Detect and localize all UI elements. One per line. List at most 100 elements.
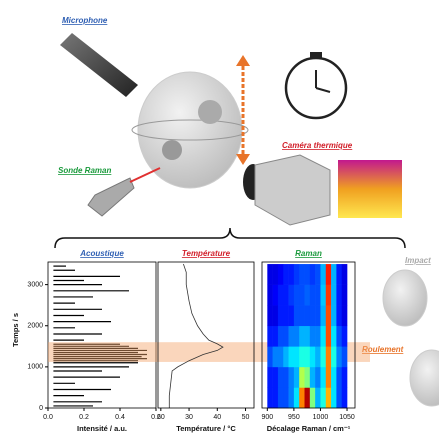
- ball: [198, 100, 222, 124]
- heat-cell: [267, 387, 273, 408]
- heat-cell: [289, 346, 295, 367]
- x-tick-label: 950: [288, 414, 300, 421]
- x-tick-label: 0.4: [115, 414, 125, 421]
- heat-cell: [273, 305, 279, 326]
- raman-probe: [88, 178, 134, 216]
- heat-cell: [320, 264, 326, 285]
- heat-cell: [289, 326, 295, 347]
- heat-cell: [331, 326, 337, 347]
- microphone-icon: [60, 33, 138, 97]
- heat-cell: [283, 326, 289, 347]
- x-tick-label: 0.2: [79, 414, 89, 421]
- x-tick-label: 1050: [339, 414, 355, 421]
- label: Caméra thermique: [282, 141, 353, 150]
- heat-cell: [283, 285, 289, 306]
- label: Impact: [405, 256, 431, 265]
- heat-cell: [336, 264, 342, 285]
- y-tick-label: 0: [39, 405, 43, 412]
- heat-cell: [326, 387, 332, 408]
- heat-cell: [305, 285, 311, 306]
- heat-cell: [336, 387, 342, 408]
- arrow-head: [236, 55, 250, 66]
- heat-cell: [342, 326, 348, 347]
- y-axis-label: Temps / s: [11, 313, 20, 347]
- thermal-image: [338, 160, 402, 218]
- heat-cell: [273, 367, 279, 388]
- x-axis-label: Intensité / a.u.: [77, 424, 127, 433]
- heat-cell: [320, 285, 326, 306]
- heat-cell: [299, 367, 305, 388]
- heat-cell: [326, 346, 332, 367]
- heat-cell: [305, 387, 311, 408]
- heat-cell: [278, 326, 284, 347]
- chart-title: Température: [182, 249, 231, 258]
- heat-cell: [342, 346, 348, 367]
- heat-cell: [294, 387, 300, 408]
- heat-cell: [267, 264, 273, 285]
- heat-cell: [294, 326, 300, 347]
- heat-cell: [283, 305, 289, 326]
- heat-cell: [310, 387, 316, 408]
- stopwatch-button: [310, 52, 322, 58]
- heat-cell: [278, 285, 284, 306]
- heat-cell: [342, 305, 348, 326]
- heat-cell: [305, 326, 311, 347]
- heat-cell: [310, 326, 316, 347]
- heat-cell: [289, 305, 295, 326]
- heat-cell: [289, 285, 295, 306]
- heat-cell: [283, 264, 289, 285]
- heat-cell: [299, 387, 305, 408]
- heat-cell: [331, 346, 337, 367]
- heat-cell: [299, 346, 305, 367]
- heat-cell: [326, 367, 332, 388]
- heat-cell: [305, 264, 311, 285]
- x-tick-label: 900: [261, 414, 273, 421]
- y-tick-label: 3000: [27, 281, 43, 288]
- heat-cell: [289, 367, 295, 388]
- heat-cell: [342, 285, 348, 306]
- x-tick-label: 20: [157, 414, 165, 421]
- laser: [130, 168, 160, 182]
- heat-cell: [273, 326, 279, 347]
- label: Sonde Raman: [58, 166, 111, 175]
- heat-cell: [310, 264, 316, 285]
- chart-title: Raman: [295, 249, 322, 258]
- heat-cell: [305, 346, 311, 367]
- heat-cell: [320, 326, 326, 347]
- heat-cell: [315, 326, 321, 347]
- heat-cell: [331, 305, 337, 326]
- label: Microphone: [62, 16, 108, 25]
- x-tick-label: 1000: [313, 414, 329, 421]
- heat-cell: [267, 346, 273, 367]
- heat-cell: [278, 367, 284, 388]
- heat-cell: [278, 387, 284, 408]
- heat-cell: [267, 367, 273, 388]
- heat-cell: [289, 387, 295, 408]
- heat-cell: [326, 285, 332, 306]
- heat-cell: [299, 264, 305, 285]
- heat-cell: [278, 264, 284, 285]
- impact-jar: [383, 270, 427, 326]
- heat-cell: [342, 367, 348, 388]
- y-tick-label: 2000: [27, 323, 43, 330]
- heat-cell: [326, 264, 332, 285]
- chart-title: Acoustique: [79, 249, 124, 258]
- heat-cell: [336, 285, 342, 306]
- heat-cell: [283, 367, 289, 388]
- figure: Microphone Sonde Raman Caméra thermique …: [0, 0, 439, 435]
- x-tick-label: 50: [242, 414, 250, 421]
- heat-cell: [320, 305, 326, 326]
- heat-cell: [342, 264, 348, 285]
- arrow-head: [236, 154, 250, 165]
- rolling-jar: [410, 350, 439, 406]
- heat-cell: [310, 367, 316, 388]
- heat-cell: [299, 326, 305, 347]
- heat-cell: [315, 264, 321, 285]
- heat-cell: [294, 264, 300, 285]
- heat-cell: [342, 387, 348, 408]
- heat-cell: [278, 346, 284, 367]
- x-tick-label: 30: [185, 414, 193, 421]
- x-tick-label: 40: [213, 414, 221, 421]
- heat-cell: [331, 367, 337, 388]
